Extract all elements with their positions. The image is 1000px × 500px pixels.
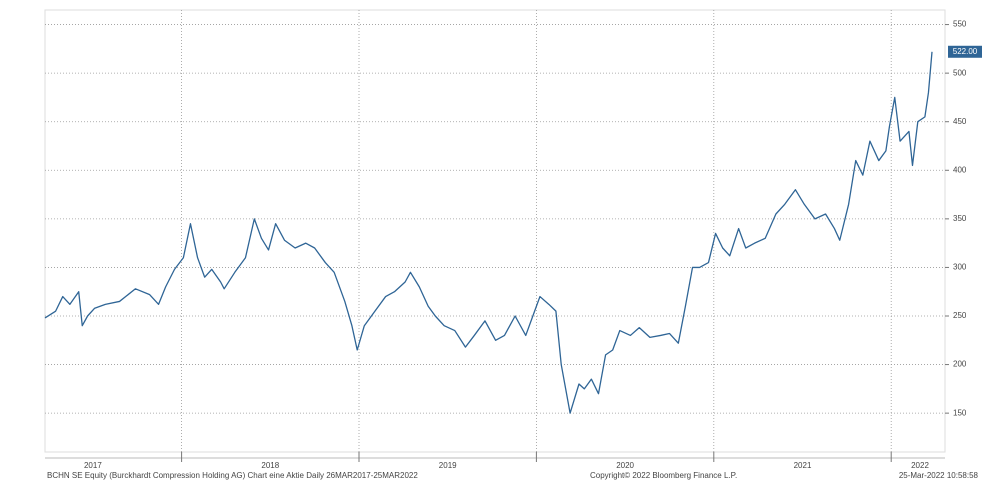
footer-left: BCHN SE Equity (Burckhardt Compression H… — [47, 471, 418, 480]
y-tick-label: 550 — [953, 20, 967, 29]
last-price-label: 522.00 — [953, 47, 978, 56]
y-tick-label: 350 — [953, 214, 967, 223]
x-tick-label: 2018 — [261, 461, 279, 470]
y-tick-label: 400 — [953, 165, 967, 174]
x-tick-label: 2020 — [616, 461, 634, 470]
plot-frame — [44, 9, 946, 453]
y-tick-label: 300 — [953, 263, 967, 272]
y-tick-label: 500 — [953, 68, 967, 77]
y-tick-label: 450 — [953, 117, 967, 126]
x-tick-label: 2021 — [794, 461, 812, 470]
x-tick-label: 2017 — [84, 461, 102, 470]
price-line — [44, 51, 933, 414]
y-tick-label: 150 — [953, 408, 967, 417]
x-tick-label: 2019 — [439, 461, 457, 470]
footer-right: 25-Mar-2022 10:58:58 — [899, 471, 979, 480]
last-price-box — [948, 45, 982, 58]
x-tick-label: 2022 — [911, 461, 929, 470]
y-tick-label: 200 — [953, 360, 967, 369]
y-tick-label: 250 — [953, 311, 967, 320]
footer-center: Copyright© 2022 Bloomberg Finance L.P. — [590, 471, 737, 480]
